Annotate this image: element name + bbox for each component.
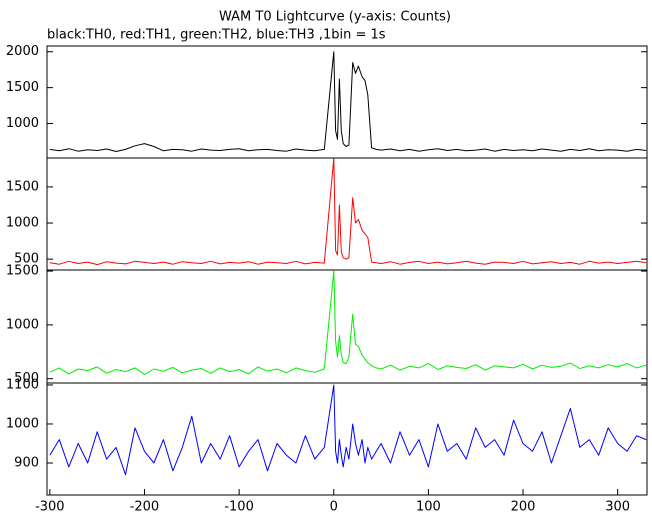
y-tick-label: 1500 [6, 80, 39, 95]
chart-subtitle: black:TH0, red:TH1, green:TH2, blue:TH3 … [47, 28, 386, 43]
data-line [49, 270, 647, 375]
panel-frame [46, 45, 648, 159]
y-tick-label: 900 [14, 456, 39, 471]
panel-frame [46, 157, 648, 271]
x-tick-label: 100 [416, 500, 441, 515]
y-tick-label: 1000 [6, 317, 39, 332]
x-tick-label: -100 [224, 500, 254, 515]
y-tick-label: 1000 [6, 116, 39, 131]
x-tick-label: 300 [605, 500, 630, 515]
y-tick-label: 500 [14, 371, 39, 386]
y-tick-label: 1100 [6, 377, 39, 392]
y-tick-label: 1500 [6, 179, 39, 194]
y-tick-label: 1500 [6, 264, 39, 279]
y-tick-label: 1000 [6, 416, 39, 431]
x-tick-label: 0 [330, 500, 338, 515]
chart-title: WAM T0 Lightcurve (y-axis: Counts) [219, 10, 451, 25]
x-tick-label: -200 [130, 500, 160, 515]
x-tick-label: -300 [35, 500, 65, 515]
panel-frame [46, 382, 648, 496]
panel-frame [46, 269, 648, 384]
data-line [49, 384, 647, 476]
y-tick-label: 2000 [6, 44, 39, 59]
data-line [49, 157, 647, 266]
data-line [49, 51, 647, 152]
y-tick-label: 500 [14, 252, 39, 267]
x-tick-label: 200 [511, 500, 536, 515]
y-tick-label: 1000 [6, 216, 39, 231]
